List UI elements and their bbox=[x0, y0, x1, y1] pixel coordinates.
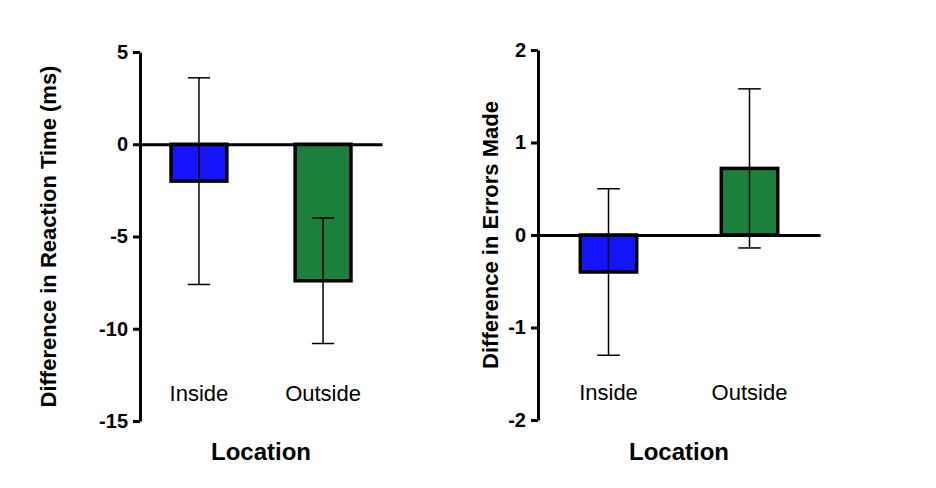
y-tick: -5 bbox=[110, 225, 140, 247]
error-cap bbox=[738, 88, 761, 90]
y-tick: 0 bbox=[117, 133, 140, 155]
x-axis-title: Location bbox=[211, 438, 311, 465]
y-tick-label: 5 bbox=[117, 41, 128, 63]
chart-panel: -2 -1 0 1 2 Inside Outside Location Difference i… bbox=[478, 39, 821, 465]
y-axis-title: Difference in Errors Made bbox=[478, 101, 503, 369]
y-tick: -1 bbox=[508, 316, 538, 338]
error-line bbox=[608, 189, 610, 356]
error-cap bbox=[312, 343, 334, 345]
x-tick: Outside bbox=[712, 235, 788, 405]
y-tick-mark bbox=[133, 420, 140, 423]
x-axis: Inside Outside bbox=[539, 235, 821, 405]
y-tick-label: -10 bbox=[99, 318, 128, 340]
error-cap bbox=[597, 188, 620, 190]
error-cap bbox=[738, 247, 761, 249]
error-cap bbox=[188, 284, 210, 286]
error-line bbox=[749, 89, 751, 248]
y-tick: 0 bbox=[515, 224, 538, 246]
y-tick-label: 0 bbox=[515, 224, 526, 246]
y-tick-mark bbox=[531, 49, 538, 52]
error-bar bbox=[312, 218, 334, 343]
error-bar bbox=[738, 89, 761, 248]
y-axis: -2 -1 0 1 2 bbox=[508, 39, 538, 431]
y-tick-mark bbox=[133, 236, 140, 239]
error-bar bbox=[597, 189, 620, 356]
error-cap bbox=[188, 77, 210, 79]
y-tick-label: -15 bbox=[99, 410, 128, 432]
y-tick: -2 bbox=[508, 409, 538, 431]
y-tick-mark bbox=[531, 142, 538, 145]
y-tick-mark bbox=[531, 327, 538, 330]
y-tick: 5 bbox=[117, 41, 140, 63]
y-tick-label: -1 bbox=[508, 316, 526, 338]
y-tick: -10 bbox=[99, 318, 140, 340]
y-tick: 1 bbox=[515, 131, 538, 153]
y-tick-mark bbox=[531, 419, 538, 422]
error-line bbox=[322, 218, 324, 343]
x-axis-line bbox=[141, 143, 383, 146]
chart-panel: -15 -10 -5 0 5 Inside Outside Location Differenc… bbox=[36, 41, 383, 465]
plot-marks bbox=[580, 89, 777, 355]
y-tick: -15 bbox=[99, 410, 140, 432]
x-tick: Outside bbox=[285, 144, 361, 405]
x-tick-label: Inside bbox=[579, 380, 638, 405]
y-tick-label: 0 bbox=[117, 133, 128, 155]
plot-marks bbox=[171, 78, 351, 344]
error-cap bbox=[312, 217, 334, 219]
y-tick-mark bbox=[133, 51, 140, 54]
error-bar bbox=[188, 78, 210, 285]
x-axis-title: Location bbox=[629, 438, 729, 465]
y-axis: -15 -10 -5 0 5 bbox=[99, 41, 140, 432]
y-axis-title: Difference in Reaction Time (ms) bbox=[36, 66, 61, 408]
y-tick-label: 1 bbox=[515, 131, 526, 153]
x-tick-label: Outside bbox=[712, 380, 788, 405]
y-tick-label: -2 bbox=[508, 409, 526, 431]
y-tick-mark bbox=[133, 143, 140, 146]
x-axis-line bbox=[539, 234, 821, 237]
error-line bbox=[198, 78, 200, 285]
y-tick-label: -5 bbox=[110, 225, 128, 247]
x-axis: Inside Outside bbox=[141, 144, 383, 405]
x-tick: Inside bbox=[579, 235, 638, 405]
y-tick-mark bbox=[133, 328, 140, 331]
y-tick: 2 bbox=[515, 39, 538, 61]
error-cap bbox=[597, 355, 620, 357]
x-tick-label: Outside bbox=[285, 381, 361, 406]
x-tick: Inside bbox=[170, 144, 229, 405]
y-tick-mark bbox=[531, 234, 538, 237]
x-tick-label: Inside bbox=[170, 381, 229, 406]
y-tick-label: 2 bbox=[515, 39, 526, 61]
